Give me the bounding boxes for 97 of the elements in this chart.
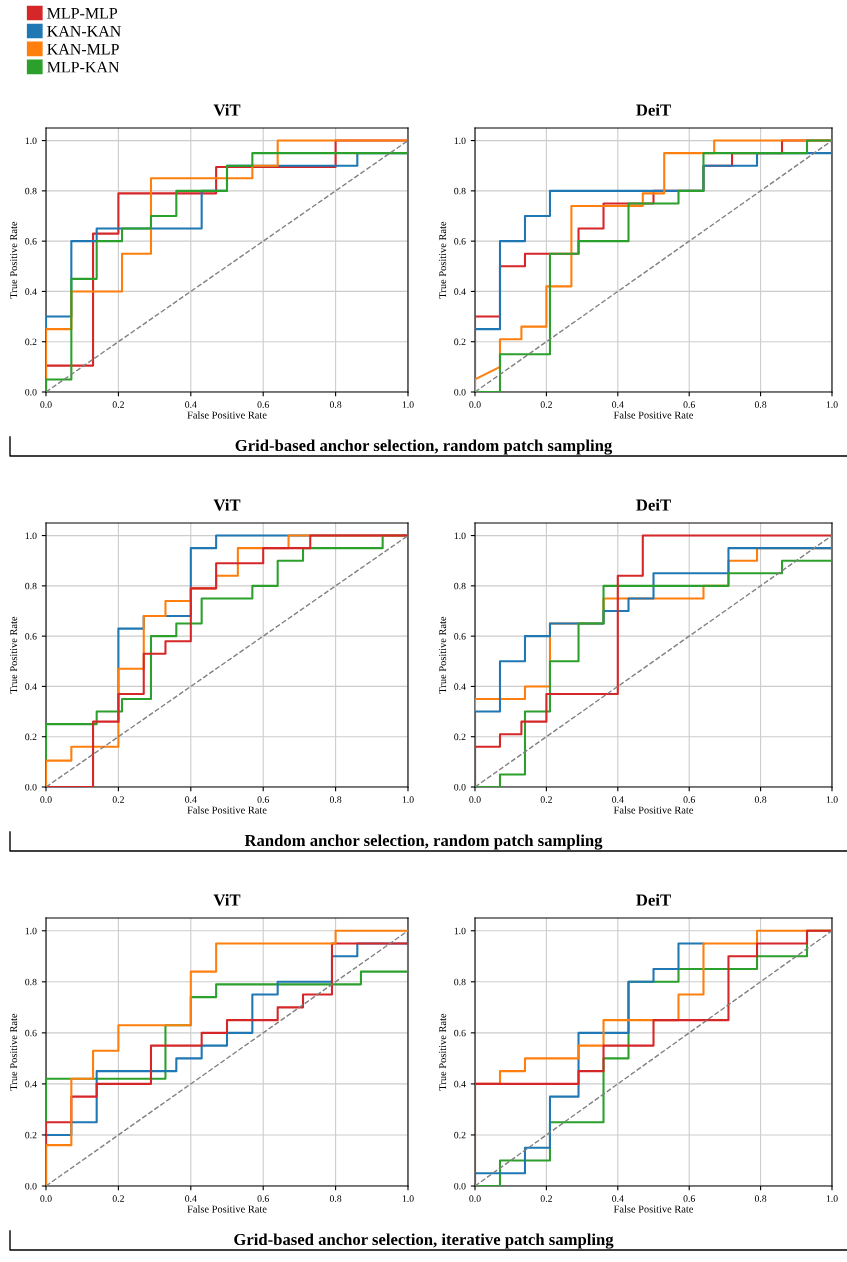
y-tick-label: 0.4 [454,288,466,295]
y-tick-label: 0.4 [454,1080,466,1088]
y-tick-label: 1.0 [454,927,466,935]
y-tick-label: 0.6 [25,238,37,245]
x-tick-label: 1.0 [826,796,838,803]
y-tick-label: 0.2 [25,733,37,741]
y-tick-label: 0.6 [454,633,466,640]
y-tick-label: 0.0 [25,1182,37,1190]
x-tick-label: 0.2 [112,1195,124,1202]
legend-label: MLP-KAN [47,61,120,73]
x-axis-title: False Positive Rate [187,411,267,419]
x-tick-label: 0.6 [257,796,269,803]
y-tick-label: 0.2 [454,338,466,346]
x-tick-label: 0.0 [40,401,52,408]
text: Grid-based anchor selection, iterative patch sampling [234,1233,614,1249]
x-tick-label: 0.4 [612,401,624,408]
x-tick-label: 1.0 [402,1195,414,1202]
x-tick-label: 0.8 [329,1195,342,1202]
y-tick-label: 1.0 [454,137,466,145]
x-axis-title: False Positive Rate [613,1205,694,1213]
y-tick-label: 0.6 [25,1029,37,1037]
y-tick-label: 0.2 [25,338,37,346]
x-tick-label: 0.6 [257,1195,269,1202]
x-tick-label: 0.2 [540,401,552,408]
x-axis-title: False Positive Rate [187,806,267,814]
x-tick-label: 1.0 [826,1195,838,1202]
x-tick-label: 0.8 [329,796,342,803]
chart-title: ViT [213,893,241,906]
x-tick-label: 0.6 [683,401,695,408]
x-tick-label: 0.2 [112,401,124,408]
x-axis-title: False Positive Rate [613,411,694,419]
x-tick-label: 0.8 [329,401,342,408]
y-tick-label: 1.0 [454,532,466,540]
y-tick-label: 1.0 [25,137,37,145]
x-tick-label: 0.4 [612,796,624,803]
x-tick-label: 0.4 [612,1195,624,1202]
y-tick-label: 0.6 [454,238,466,245]
x-tick-label: 0.0 [40,1195,52,1202]
x-axis-title: False Positive Rate [187,1205,267,1213]
x-tick-label: 0.0 [469,401,481,408]
chart-title: DeiT [636,498,671,511]
y-tick-label: 0.4 [25,288,37,295]
x-tick-label: 0.6 [683,1195,695,1202]
y-tick-label: 0.0 [25,388,37,396]
x-tick-label: 0.0 [40,796,52,803]
y-tick-label: 0.4 [25,1080,37,1088]
text: Random anchor selection, random patch sampling [244,834,603,850]
y-tick-label: 0.6 [25,633,37,640]
y-tick-label: 0.0 [25,783,37,791]
x-tick-label: 0.8 [754,796,767,803]
x-tick-label: 0.8 [754,401,767,408]
y-tick-label: 0.8 [454,187,466,195]
x-tick-label: 0.6 [683,796,695,803]
y-tick-label: 0.8 [25,978,37,986]
y-tick-label: 0.0 [454,783,466,791]
x-tick-label: 1.0 [826,401,838,408]
x-tick-label: 0.2 [540,1195,552,1202]
legend-label: MLP-MLP [47,8,118,19]
y-tick-label: 0.2 [454,733,466,741]
x-tick-label: 0.2 [112,796,124,803]
x-tick-label: 0.2 [540,796,552,803]
x-tick-label: 0.4 [185,796,197,803]
chart-title: ViT [213,103,241,116]
x-tick-label: 0.0 [469,1195,481,1202]
y-axis-title: True Positive Rate [10,221,18,299]
x-tick-label: 0.0 [469,796,481,803]
x-tick-label: 1.0 [402,401,414,408]
y-tick-label: 0.8 [25,582,37,590]
y-tick-label: 0.6 [454,1029,466,1037]
x-tick-label: 0.8 [754,1195,767,1202]
y-tick-label: 0.0 [454,1182,466,1190]
y-axis-title: True Positive Rate [439,616,447,694]
chart-title: DeiT [636,103,671,116]
legend-label: KAN-KAN [47,25,121,37]
x-tick-label: 0.4 [185,401,197,408]
y-axis-title: True Positive Rate [439,1013,447,1091]
y-axis-title: True Positive Rate [10,616,18,694]
y-tick-label: 1.0 [25,927,37,935]
y-tick-label: 0.0 [454,388,466,396]
x-tick-label: 0.6 [257,401,269,408]
y-tick-label: 1.0 [25,532,37,540]
chart-title: DeiT [636,893,671,906]
x-axis-title: False Positive Rate [613,806,694,814]
x-tick-label: 0.4 [185,1195,197,1202]
y-tick-label: 0.2 [25,1131,37,1139]
y-tick-label: 0.8 [454,582,466,590]
x-tick-label: 1.0 [402,796,414,803]
y-tick-label: 0.4 [454,683,466,690]
y-tick-label: 0.4 [25,683,37,690]
y-axis-title: True Positive Rate [10,1013,18,1091]
y-tick-label: 0.2 [454,1131,466,1139]
y-tick-label: 0.8 [454,978,466,986]
chart-title: ViT [213,498,241,511]
y-axis-title: True Positive Rate [439,221,447,299]
legend-label: KAN-MLP [47,43,119,55]
y-tick-label: 0.8 [25,187,37,195]
text: Grid-based anchor selection, random patch sampling [235,439,613,455]
